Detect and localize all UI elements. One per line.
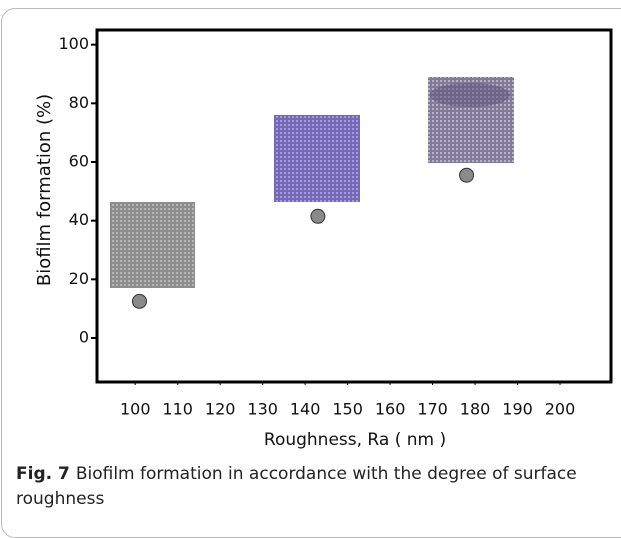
sample-image — [274, 115, 360, 202]
x-tick-label: 140 — [290, 400, 321, 419]
x-tick-label: 180 — [460, 400, 491, 419]
caption: Fig. 7 Biofilm formation in accordance wi… — [16, 462, 596, 512]
sample-image — [110, 202, 195, 288]
sample-image-detail — [430, 83, 510, 107]
data-point — [131, 293, 147, 309]
y-tick-label: 60 — [69, 152, 89, 171]
y-tick-label: 100 — [58, 34, 89, 53]
y-axis-label: Biofilm formation (%) — [34, 94, 55, 286]
x-tick-label: 130 — [247, 400, 278, 419]
figure: Biofilm formation (%) Roughness, Ra ( nm… — [1, 8, 621, 538]
x-tick-label: 100 — [120, 400, 151, 419]
data-point — [310, 208, 326, 224]
caption-text: Biofilm formation in accordance with the… — [16, 464, 577, 509]
y-tick-label: 80 — [69, 93, 89, 112]
x-tick-label: 110 — [162, 400, 193, 419]
x-tick-label: 200 — [545, 400, 576, 419]
y-tick-label: 20 — [69, 269, 89, 288]
x-tick-label: 170 — [417, 400, 448, 419]
x-tick-label: 190 — [502, 400, 533, 419]
figure-label: Fig. 7 — [16, 464, 70, 484]
x-tick-label: 150 — [332, 400, 363, 419]
x-tick-label: 120 — [205, 400, 236, 419]
chart: Biofilm formation (%) Roughness, Ra ( nm… — [34, 28, 613, 450]
data-point — [459, 167, 475, 183]
plot-frame — [95, 28, 613, 384]
x-tick-label: 160 — [375, 400, 406, 419]
y-tick-label: 40 — [69, 210, 89, 229]
x-axis-label: Roughness, Ra ( nm ) — [264, 430, 446, 450]
y-tick-label: 0 — [79, 328, 89, 347]
